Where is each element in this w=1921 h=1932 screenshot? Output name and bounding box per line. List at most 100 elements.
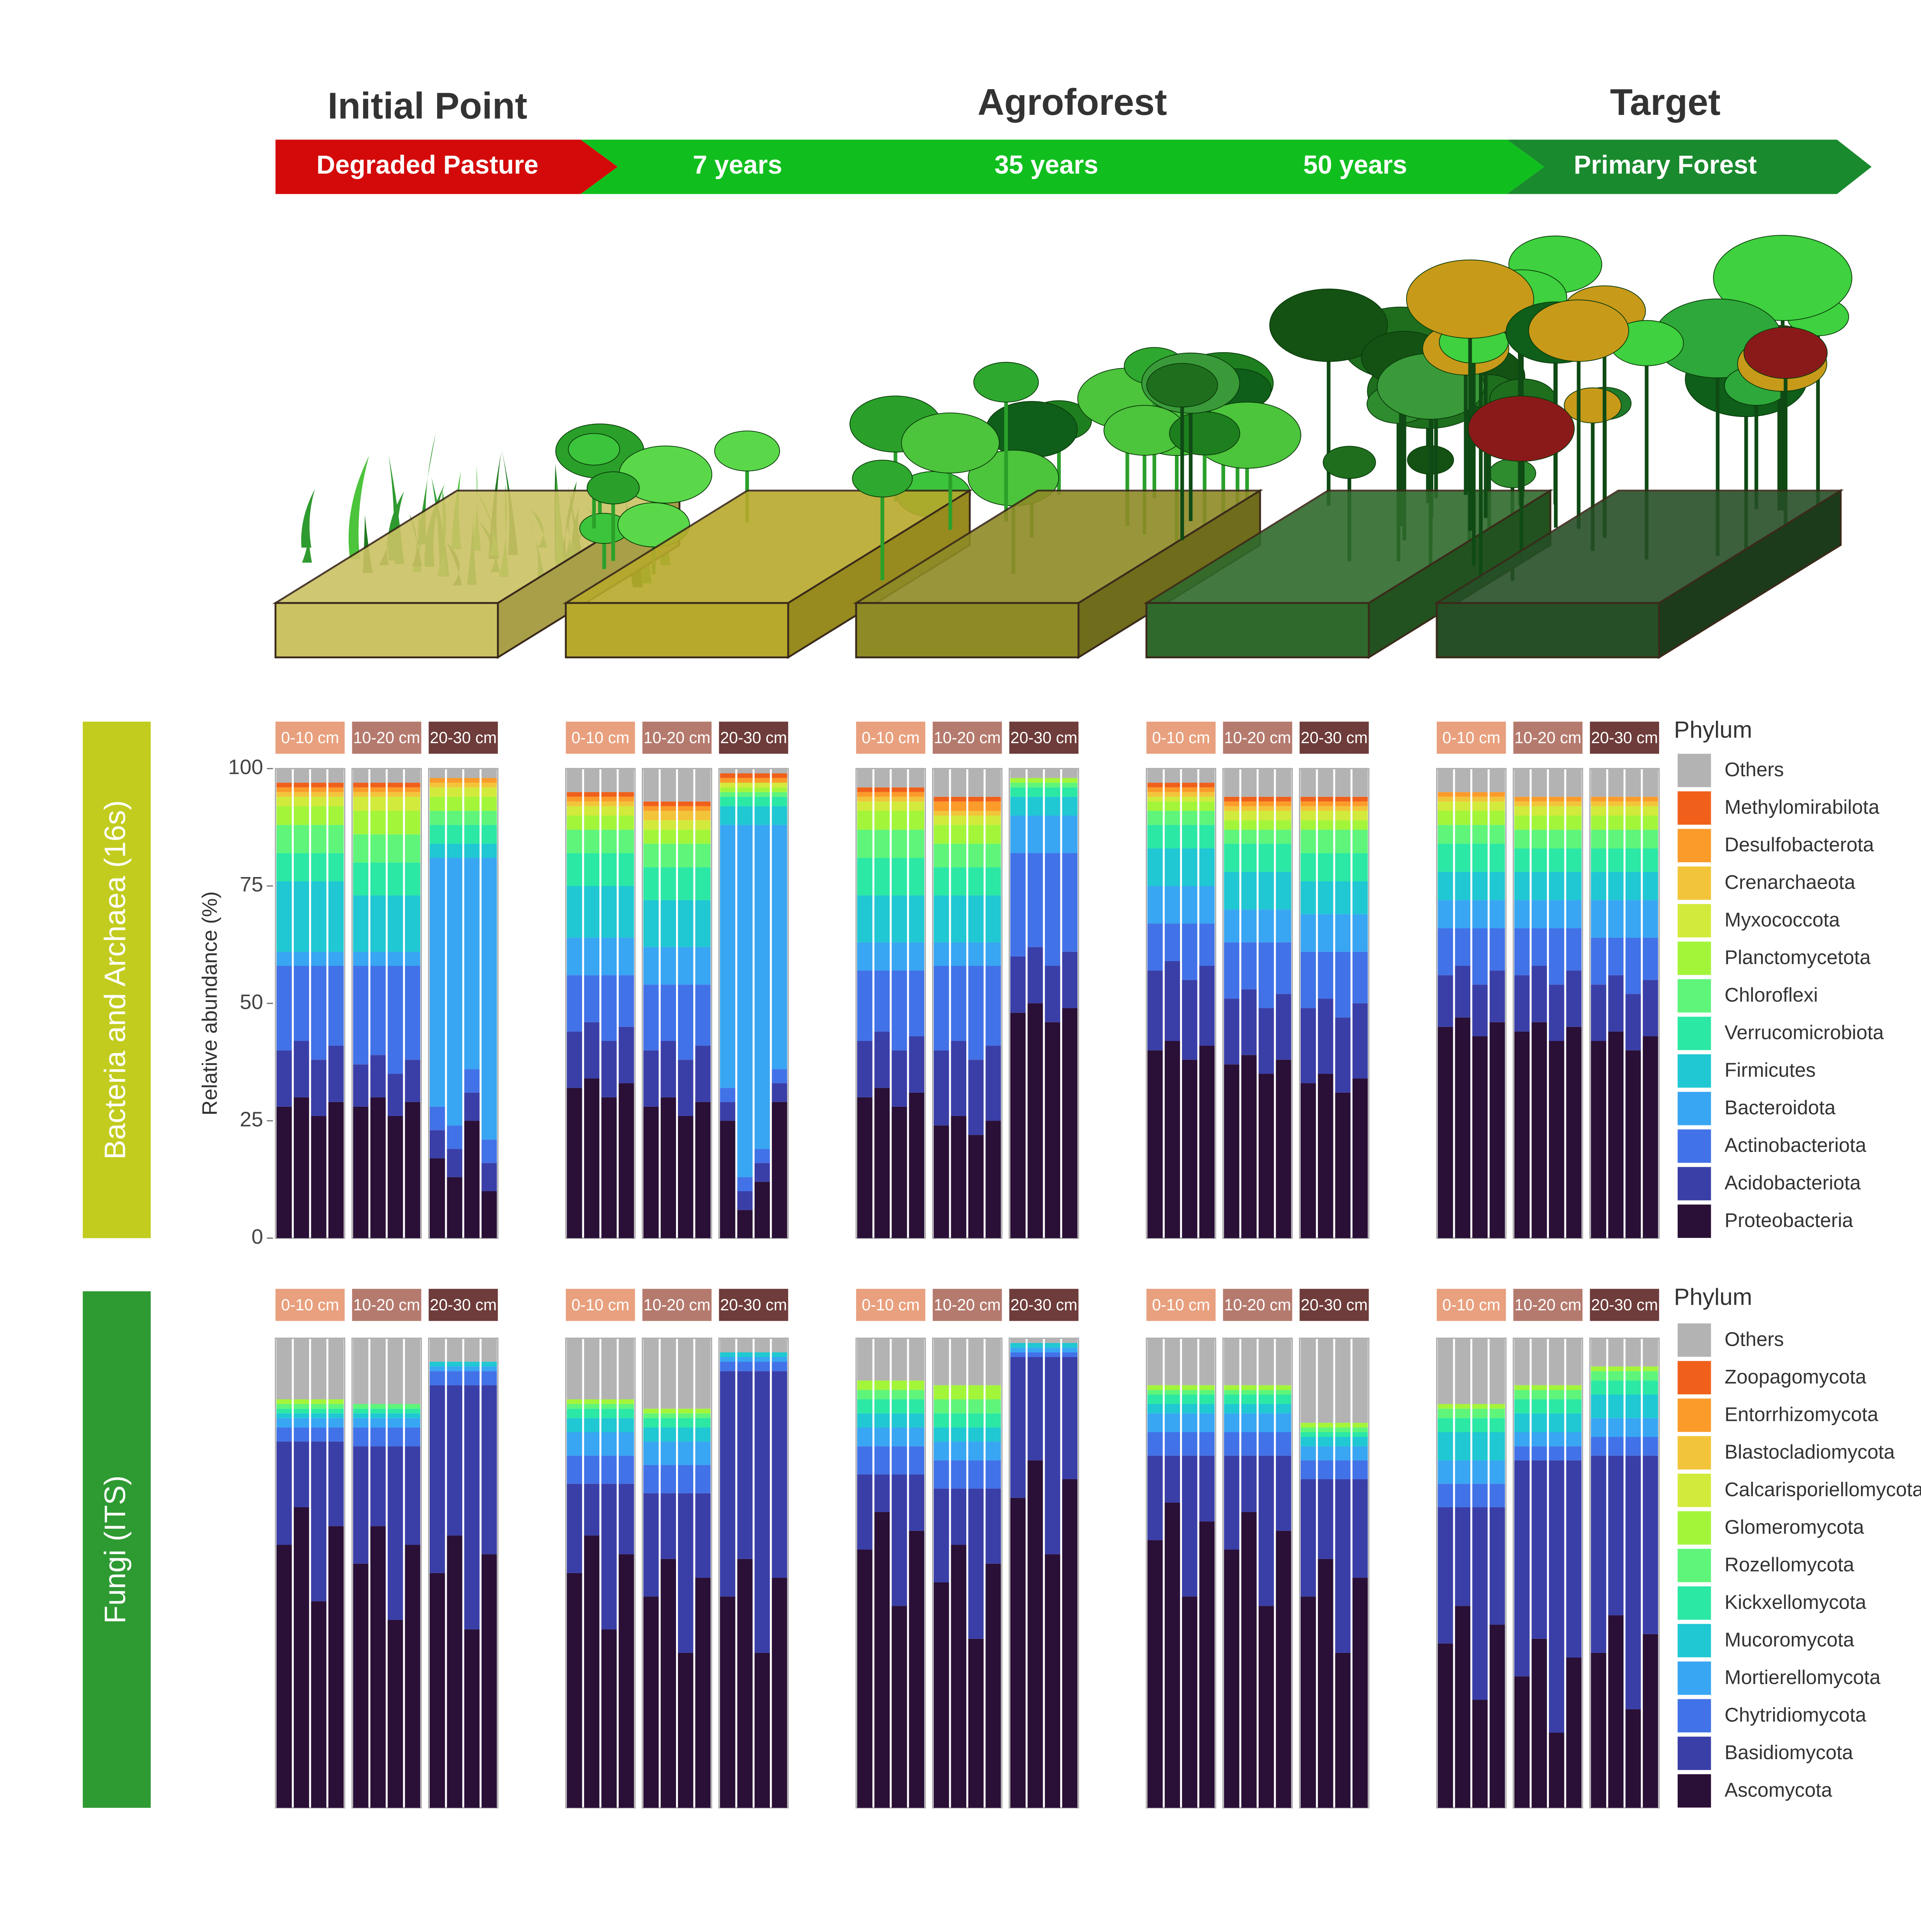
bar-segment <box>1531 1446 1547 1461</box>
bar-segment <box>1164 923 1180 961</box>
bar-segment <box>660 1418 676 1427</box>
bar-segment <box>1643 830 1658 849</box>
bar-segment <box>1608 1031 1624 1238</box>
bar-segment <box>1164 1413 1180 1432</box>
bar-segment <box>584 937 600 976</box>
bar-segment <box>1164 1432 1180 1456</box>
bar-segment <box>1027 796 1043 816</box>
facet-strip <box>1009 1289 1079 1321</box>
bar-segment <box>1010 796 1026 816</box>
bar-segment <box>1224 1413 1240 1432</box>
bar-segment <box>370 1055 386 1097</box>
bar-segment <box>754 1362 770 1371</box>
bar-segment <box>874 970 890 1032</box>
bar-segment <box>1164 1404 1180 1413</box>
bar-segment <box>892 1606 907 1808</box>
bar-segment <box>447 1125 462 1149</box>
bar-segment <box>1591 830 1607 849</box>
bar-segment <box>892 942 907 971</box>
bar-segment <box>618 1027 634 1083</box>
bar-segment <box>660 801 676 806</box>
bar-segment <box>909 1380 924 1390</box>
y-axis-label: Relative abundance (%) <box>198 891 221 1116</box>
bar-segment <box>643 1050 659 1107</box>
bar-segment <box>892 768 907 788</box>
bar-segment <box>934 768 949 797</box>
bar-segment <box>370 834 386 863</box>
facet-label: 20-30 cm <box>1301 729 1368 747</box>
bar-segment <box>857 858 873 896</box>
bar-segment <box>874 895 890 942</box>
bar-segment <box>601 1404 617 1409</box>
bar-segment <box>618 796 634 802</box>
bar-segment <box>951 825 966 844</box>
bar-segment <box>481 810 497 825</box>
bar-segment <box>1276 1404 1291 1413</box>
bar-segment <box>857 1474 873 1550</box>
bar-segment <box>985 1442 1001 1461</box>
facet-label: 0-10 cm <box>1152 1296 1210 1314</box>
bar-segment <box>618 1484 634 1554</box>
bar-segment <box>695 820 711 830</box>
bar-segment <box>754 778 770 783</box>
bar-segment <box>874 942 890 971</box>
bar-segment <box>584 1399 600 1404</box>
bar-segment <box>1438 1418 1453 1432</box>
legend-swatch <box>1677 904 1711 938</box>
bar-segment <box>1164 792 1180 797</box>
bar-segment <box>1566 1446 1582 1461</box>
bar-segment <box>754 773 770 778</box>
bar-segment <box>1625 1371 1641 1381</box>
legend-label: Planctomycetota <box>1724 946 1871 969</box>
facet-strip <box>275 721 345 754</box>
bar-segment <box>1241 1390 1257 1395</box>
panel-label-box <box>83 1291 151 1808</box>
bar-segment <box>968 1338 984 1385</box>
stage-label: 7 years <box>693 151 782 179</box>
bar-segment <box>1489 1484 1505 1507</box>
bar-segment <box>1147 1390 1163 1395</box>
bar-segment <box>857 801 873 811</box>
bar-segment <box>737 825 753 1177</box>
tree-crown <box>1528 299 1629 362</box>
bar-segment <box>353 1427 369 1447</box>
bar-segment <box>1472 928 1488 985</box>
bar-segment <box>328 1442 344 1526</box>
bar-segment <box>1276 1531 1291 1808</box>
bar-segment <box>643 900 659 947</box>
bar-segment <box>1318 1446 1333 1461</box>
bar-segment <box>660 806 676 811</box>
bar-segment <box>643 1427 659 1442</box>
bar-segment <box>951 801 966 811</box>
bar-segment <box>481 1385 497 1554</box>
bar-segment <box>934 844 949 867</box>
bar-segment <box>720 792 736 797</box>
bar-segment <box>584 768 600 792</box>
bar-segment <box>1335 830 1351 853</box>
bar-segment <box>857 1427 873 1447</box>
bar-segment <box>1164 810 1180 825</box>
bar-segment <box>660 844 676 867</box>
bar-segment <box>1199 1046 1215 1238</box>
soil-front <box>274 602 499 659</box>
bar-segment <box>874 810 890 830</box>
bar-segment <box>754 1371 770 1653</box>
bar-segment <box>1531 816 1547 830</box>
bar-segment <box>601 768 617 792</box>
facet-label: 10-20 cm <box>1514 1296 1581 1314</box>
bar-segment <box>968 1413 984 1427</box>
bar-segment <box>1643 1456 1658 1634</box>
bar-segment <box>1300 1008 1316 1083</box>
bar-segment <box>1566 1385 1582 1390</box>
bar-segment <box>618 830 634 853</box>
bar-segment <box>353 966 369 1065</box>
bar-segment <box>1199 787 1215 792</box>
bar-segment <box>695 867 711 900</box>
bar-segment <box>857 1097 873 1238</box>
legend-swatch <box>1677 829 1711 863</box>
bar-segment <box>857 1549 873 1808</box>
facet-strip <box>1513 1289 1583 1321</box>
bar-segment <box>1300 810 1316 821</box>
bar-segment <box>934 1338 949 1385</box>
bar-segment <box>934 1460 949 1489</box>
